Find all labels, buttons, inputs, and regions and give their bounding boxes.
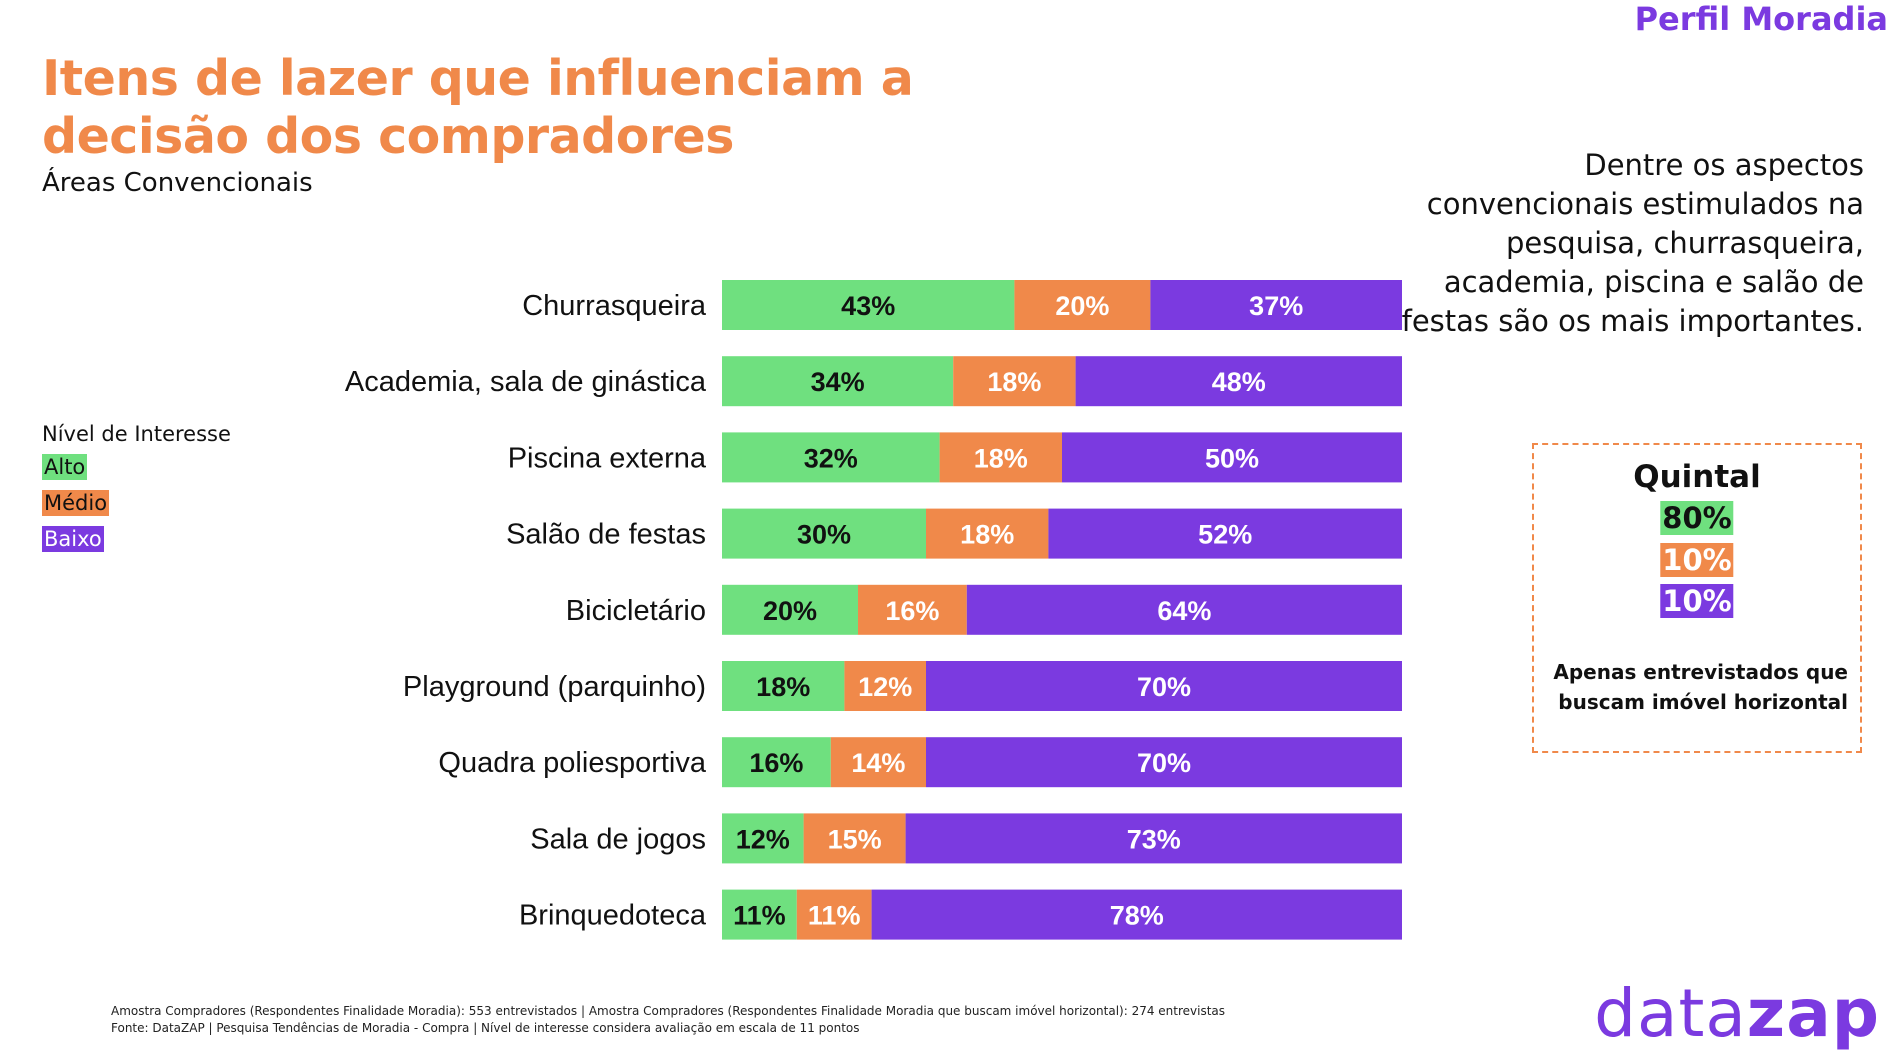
page-title: Itens de lazer que influenciam a decisão…	[42, 50, 942, 166]
bar-segment-alto	[722, 356, 954, 407]
data-label: 16%	[885, 596, 939, 626]
data-label: 50%	[1205, 443, 1259, 473]
bar-segment-baixo	[905, 813, 1402, 864]
logo-part-data: data	[1594, 975, 1747, 1052]
bar-segment-baixo	[1048, 508, 1402, 559]
bar-segment-alto	[722, 584, 858, 635]
data-label: 15%	[828, 824, 882, 854]
data-label: 14%	[851, 748, 905, 778]
bar-segment-médio	[926, 508, 1049, 559]
bar-segment-alto	[722, 508, 926, 559]
quintal-note: Apenas entrevistados que buscam imóvel h…	[1553, 660, 1848, 714]
data-label: 12%	[736, 824, 790, 854]
data-label: 64%	[1157, 596, 1211, 626]
quintal-alto-value: 80%	[1660, 501, 1734, 535]
bar-segment-baixo	[926, 661, 1402, 711]
quintal-card: Quintal 80% 10% 10% Apenas entrevistados…	[1532, 443, 1862, 753]
bar-segment-baixo	[871, 889, 1402, 940]
data-label: 34%	[811, 367, 865, 397]
footer-line-1: Amostra Compradores (Respondentes Finali…	[111, 1004, 1226, 1018]
data-label: 11%	[808, 901, 861, 931]
data-label: 11%	[733, 901, 786, 931]
data-label: 18%	[756, 672, 810, 702]
quintal-medio-value: 10%	[1660, 543, 1734, 577]
bar-segment-médio	[844, 661, 926, 711]
bar-segment-médio	[830, 737, 926, 788]
bar-segment-baixo	[966, 584, 1402, 635]
footer-line-2: Fonte: DataZAP | Pesquisa Tendências de …	[111, 1021, 860, 1035]
data-label: 37%	[1249, 291, 1303, 321]
title-line-1: Itens de lazer que influenciam a	[42, 50, 914, 107]
data-label: 52%	[1198, 520, 1252, 550]
data-label: 70%	[1137, 748, 1191, 778]
data-label: 30%	[797, 520, 851, 550]
legend-item-baixo: Baixo	[42, 526, 104, 552]
footer-notes: Amostra Compradores (Respondentes Finali…	[111, 1003, 1225, 1037]
category-label: Bicicletário	[566, 595, 706, 627]
legend-item-alto: Alto	[42, 454, 88, 480]
data-label: 73%	[1127, 824, 1181, 854]
category-label: Sala de jogos	[530, 823, 706, 855]
brand-label: Perfil Moradia	[1634, 0, 1888, 38]
bar-segment-alto	[722, 889, 797, 940]
bar-segment-baixo	[1150, 280, 1402, 330]
title-line-2: decisão dos compradores	[42, 108, 734, 165]
bar-segment-alto	[722, 432, 940, 483]
quintal-baixo-value: 10%	[1660, 584, 1734, 618]
bar-segment-médio	[803, 813, 906, 864]
logo-part-zap: zap	[1746, 975, 1880, 1052]
data-label: 18%	[974, 443, 1028, 473]
datazap-logo: datazap	[1594, 975, 1880, 1052]
bar-segment-alto	[722, 737, 831, 788]
bar-segment-alto	[722, 813, 804, 864]
legend: Nível de Interesse Alto Médio Baixo	[42, 422, 231, 562]
bar-segment-alto	[722, 280, 1015, 330]
data-label: 70%	[1137, 672, 1191, 702]
data-label: 12%	[858, 672, 912, 702]
bar-segment-médio	[796, 889, 872, 940]
data-label: 18%	[987, 367, 1041, 397]
bar-segment-médio	[939, 432, 1062, 483]
data-label: 43%	[841, 291, 895, 321]
category-label: Piscina externa	[508, 442, 707, 474]
category-label: Churrasqueira	[522, 290, 707, 322]
bar-segment-alto	[722, 661, 845, 711]
page-subtitle: Áreas Convencionais	[42, 168, 313, 198]
data-label: 48%	[1212, 367, 1266, 397]
bar-segment-baixo	[926, 737, 1402, 788]
data-label: 78%	[1110, 901, 1164, 931]
bar-segment-médio	[953, 356, 1076, 407]
bar-segment-médio	[858, 584, 967, 635]
bar-segment-baixo	[1062, 432, 1402, 483]
category-label: Academia, sala de ginástica	[345, 366, 707, 398]
data-label: 18%	[960, 520, 1014, 550]
legend-item-medio: Médio	[42, 490, 110, 516]
insight-note: Dentre os aspectos convencionais estimul…	[1401, 148, 1864, 338]
data-label: 20%	[1055, 291, 1109, 321]
category-label: Brinquedoteca	[519, 900, 707, 932]
data-label: 20%	[763, 596, 817, 626]
category-label: Quadra poliesportiva	[438, 747, 706, 779]
category-label: Salão de festas	[506, 519, 706, 551]
bar-segment-médio	[1014, 280, 1151, 330]
category-label: Playground (parquinho)	[403, 671, 706, 703]
quintal-title: Quintal	[1633, 459, 1761, 495]
legend-title: Nível de Interesse	[42, 422, 231, 446]
data-label: 16%	[749, 748, 803, 778]
bar-segment-baixo	[1075, 356, 1402, 407]
data-label: 32%	[804, 443, 858, 473]
